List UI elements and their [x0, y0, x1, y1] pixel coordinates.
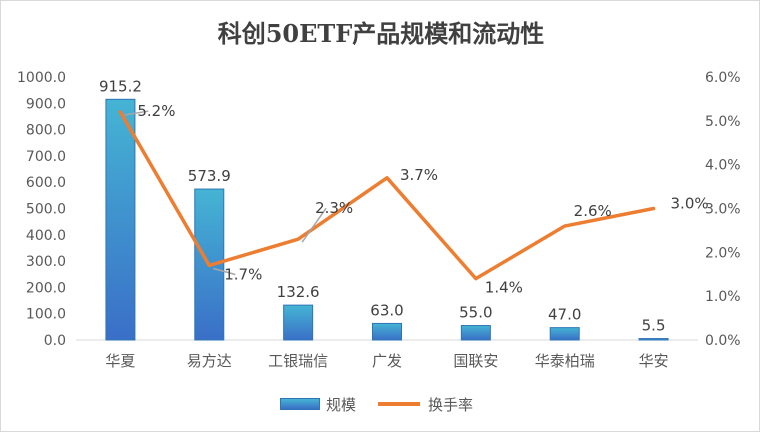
line-data-label: 5.2% — [137, 102, 175, 120]
legend-item-bar: 规模 — [280, 394, 356, 415]
y-right-tick-label: 4.0% — [705, 158, 741, 174]
y-left-tick-label: 0.0 — [44, 333, 66, 349]
bar — [372, 322, 402, 341]
bar — [460, 325, 491, 341]
y-left-tick-label: 800.0 — [26, 123, 66, 139]
x-category-label: 工银瑞信 — [268, 352, 328, 370]
turnover-line — [118, 110, 656, 281]
line-data-label: 2.3% — [315, 199, 353, 217]
x-category-label: 国联安 — [453, 352, 498, 370]
bar-data-label: 55.0 — [459, 304, 492, 322]
y-left-tick-label: 100.0 — [26, 307, 66, 323]
bar — [638, 338, 669, 341]
x-category-label: 易方达 — [187, 352, 232, 370]
y-left-tick-label: 900.0 — [26, 96, 66, 112]
line-label-leader — [213, 267, 236, 276]
bar-data-label: 47.0 — [548, 306, 581, 324]
x-category-label: 广发 — [372, 352, 402, 370]
y-left-tick-label: 300.0 — [26, 254, 66, 270]
bar-data-label: 63.0 — [370, 301, 403, 319]
bar — [283, 304, 314, 341]
line-label-leader — [301, 207, 327, 243]
x-category-label: 华泰柏瑞 — [535, 352, 595, 370]
line-data-label: 1.4% — [485, 279, 523, 297]
y-left-tick-label: 700.0 — [26, 149, 66, 165]
y-left-tick-label: 1000.0 — [17, 70, 66, 86]
bar — [105, 98, 136, 341]
y-left-tick-label: 600.0 — [26, 175, 66, 191]
legend-line-label: 换手率 — [428, 395, 474, 414]
y-right-tick-label: 1.0% — [705, 289, 741, 305]
x-category-label: 华安 — [639, 352, 669, 370]
bar-data-label: 915.2 — [99, 77, 142, 95]
line-data-label: 1.7% — [224, 265, 262, 283]
y-right-tick-label: 5.0% — [705, 114, 741, 130]
chart-title: 科创50ETF产品规模和流动性 — [217, 19, 545, 48]
line-data-label: 2.6% — [574, 202, 612, 220]
bar-data-label: 132.6 — [277, 283, 320, 301]
bar — [549, 327, 580, 341]
y-left-tick-label: 200.0 — [26, 280, 66, 296]
line-label-leader — [124, 110, 149, 116]
bar-data-label: 573.9 — [188, 167, 231, 185]
legend-line-swatch — [378, 402, 421, 406]
y-right-tick-label: 0.0% — [705, 333, 741, 349]
legend-bar-label: 规模 — [326, 395, 357, 414]
x-category-label: 华夏 — [105, 352, 135, 370]
line-data-label: 3.7% — [400, 166, 438, 184]
y-right-tick-label: 6.0% — [705, 70, 741, 86]
y-right-tick-label: 3.0% — [705, 202, 741, 218]
line-data-label: 3.0% — [671, 195, 709, 213]
y-right-tick-label: 2.0% — [705, 245, 741, 261]
y-left-tick-label: 400.0 — [26, 228, 66, 244]
legend-bar-swatch — [280, 398, 320, 410]
legend: 规模 换手率 — [280, 394, 495, 414]
legend-item-line: 换手率 — [378, 394, 473, 415]
y-left-tick-label: 500.0 — [26, 202, 66, 218]
bar-data-label: 5.5 — [642, 317, 666, 335]
